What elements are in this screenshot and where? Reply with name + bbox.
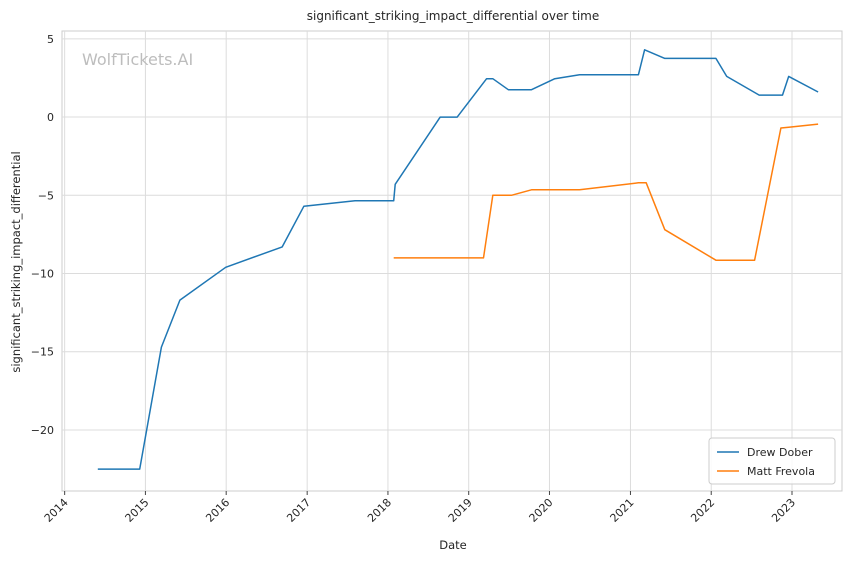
legend-label: Matt Frevola <box>747 465 815 478</box>
y-tick-label: −5 <box>38 189 54 202</box>
series-line-matt-frevola <box>393 123 819 261</box>
y-axis-label: significant_striking_impact_differential <box>9 151 23 372</box>
series-line-drew-dober <box>97 49 819 470</box>
chart-title: significant_striking_impact_differential… <box>307 9 599 23</box>
legend-box <box>708 437 836 485</box>
y-tick-label: 0 <box>47 111 54 124</box>
y-axis-ticks: 5 0 −5 −10 −15 −20 <box>31 33 54 437</box>
legend-label: Drew Dober <box>747 446 813 459</box>
legend: Drew Dober Matt Frevola <box>708 437 836 485</box>
grid <box>62 31 842 491</box>
plot-area: WolfTickets.AI 50−5−10−15−20 2014 2015 201… <box>31 30 843 525</box>
y-tick-label: −15 <box>31 346 54 359</box>
y-tick-label: −20 <box>31 424 54 437</box>
y-tick-label: 5 <box>47 33 54 46</box>
y-tick-label: −10 <box>31 268 54 281</box>
plot-frame <box>61 30 843 492</box>
x-axis-label: Date <box>439 538 467 552</box>
series-lines <box>97 49 819 470</box>
watermark: WolfTickets.AI <box>82 50 193 69</box>
